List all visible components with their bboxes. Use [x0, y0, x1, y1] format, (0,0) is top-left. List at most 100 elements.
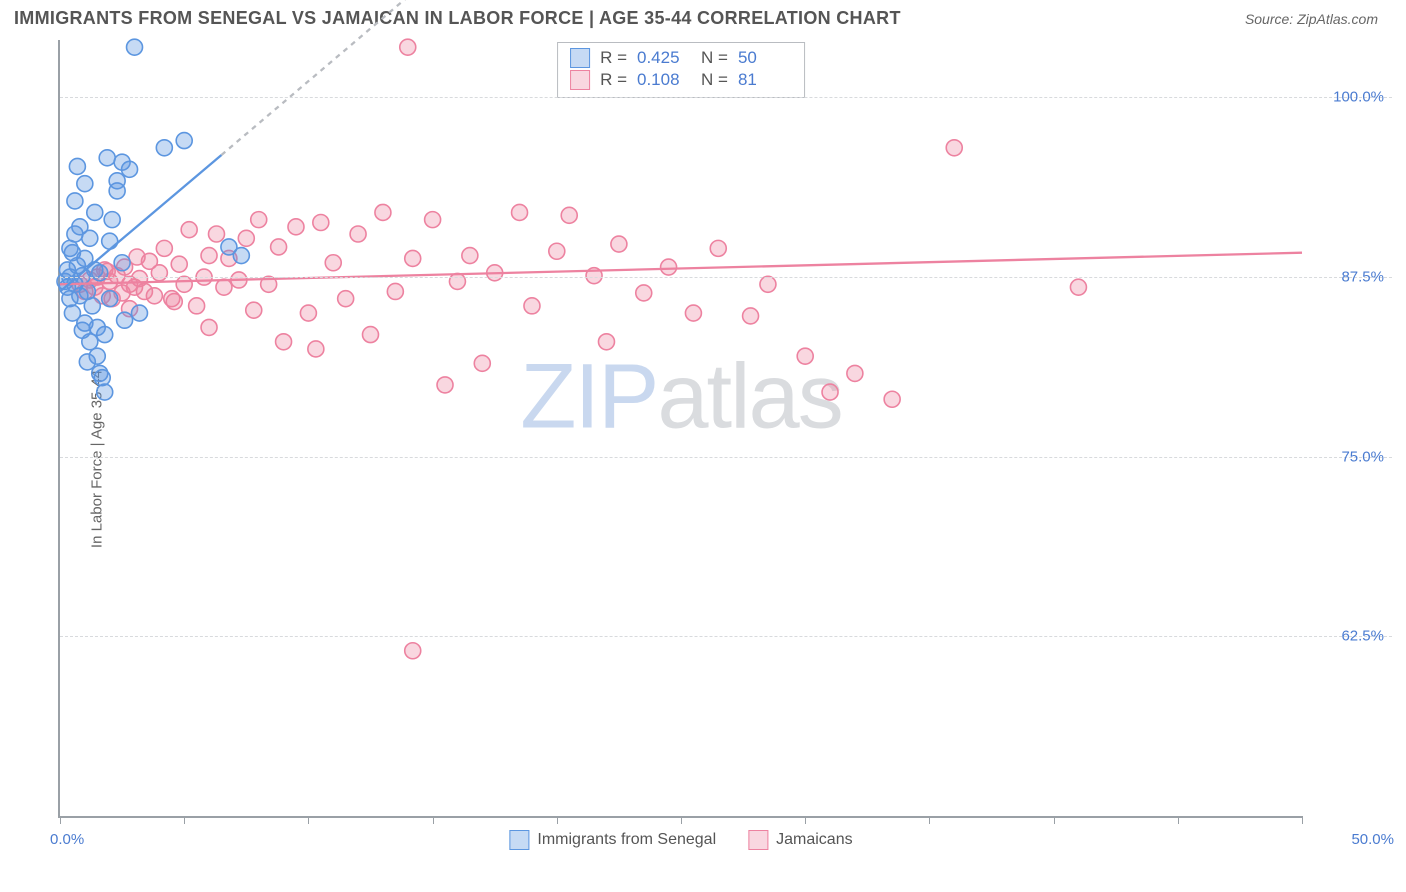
n-value-jamaican: 81 — [738, 70, 792, 90]
plot-svg — [60, 40, 1302, 816]
x-tick — [433, 816, 434, 824]
data-point — [156, 140, 172, 156]
x-tick — [805, 816, 806, 824]
y-tick-label: 87.5% — [1341, 269, 1384, 286]
y-tick-label: 100.0% — [1333, 89, 1384, 106]
data-point — [822, 384, 838, 400]
data-point — [661, 259, 677, 275]
data-point — [524, 298, 540, 314]
legend-stats-row-senegal: R = 0.425 N = 50 — [570, 47, 792, 69]
legend-series: Immigrants from Senegal Jamaicans — [509, 830, 852, 850]
data-point — [238, 230, 254, 246]
x-tick — [60, 816, 61, 824]
chart-title: IMMIGRANTS FROM SENEGAL VS JAMAICAN IN L… — [14, 8, 901, 29]
data-point — [743, 308, 759, 324]
r-value-jamaican: 0.108 — [637, 70, 691, 90]
swatch-jamaican — [570, 70, 590, 90]
data-point — [598, 334, 614, 350]
data-point — [363, 327, 379, 343]
data-point — [104, 212, 120, 228]
x-tick — [184, 816, 185, 824]
data-point — [67, 193, 83, 209]
data-point — [636, 285, 652, 301]
data-point — [79, 354, 95, 370]
x-tick — [308, 816, 309, 824]
data-point — [176, 276, 192, 292]
legend-stats: R = 0.425 N = 50 R = 0.108 N = 81 — [557, 42, 805, 98]
data-point — [251, 212, 267, 228]
data-point — [276, 334, 292, 350]
data-point — [375, 204, 391, 220]
x-tick — [1302, 816, 1303, 824]
data-point — [611, 236, 627, 252]
data-point — [288, 219, 304, 235]
plot-area: ZIPatlas R = 0.425 N = 50 R = 0.108 N = … — [58, 40, 1302, 818]
legend-item-jamaican: Jamaicans — [748, 830, 852, 850]
gridline — [60, 457, 1392, 458]
data-point — [62, 240, 78, 256]
r-value-senegal: 0.425 — [637, 48, 691, 68]
legend-stats-row-jamaican: R = 0.108 N = 81 — [570, 69, 792, 91]
data-point — [233, 248, 249, 264]
x-axis-min: 0.0% — [50, 831, 84, 848]
data-point — [512, 204, 528, 220]
data-point — [122, 161, 138, 177]
data-point — [449, 273, 465, 289]
data-point — [400, 39, 416, 55]
x-tick — [557, 816, 558, 824]
data-point — [246, 302, 262, 318]
swatch-jamaican-icon — [748, 830, 768, 850]
x-tick — [929, 816, 930, 824]
swatch-senegal — [570, 48, 590, 68]
data-point — [151, 265, 167, 281]
n-value-senegal: 50 — [738, 48, 792, 68]
data-point — [84, 298, 100, 314]
x-tick — [681, 816, 682, 824]
data-point — [216, 279, 232, 295]
data-point — [69, 158, 85, 174]
r-label: R = — [600, 70, 627, 90]
data-point — [201, 248, 217, 264]
legend-label-senegal: Immigrants from Senegal — [537, 831, 716, 849]
data-point — [156, 240, 172, 256]
data-point — [94, 370, 110, 386]
data-point — [308, 341, 324, 357]
data-point — [300, 305, 316, 321]
data-point — [99, 150, 115, 166]
data-point — [350, 226, 366, 242]
data-point — [797, 348, 813, 364]
data-point — [884, 391, 900, 407]
data-point — [437, 377, 453, 393]
data-point — [166, 294, 182, 310]
data-point — [208, 226, 224, 242]
data-point — [97, 327, 113, 343]
source-attribution: Source: ZipAtlas.com — [1245, 11, 1378, 27]
data-point — [189, 298, 205, 314]
chart-container: In Labor Force | Age 35-44 ZIPatlas R = … — [14, 40, 1392, 878]
r-label: R = — [600, 48, 627, 68]
data-point — [77, 176, 93, 192]
data-point — [271, 239, 287, 255]
swatch-senegal-icon — [509, 830, 529, 850]
data-point — [462, 248, 478, 264]
data-point — [82, 230, 98, 246]
data-point — [405, 643, 421, 659]
legend-label-jamaican: Jamaicans — [776, 831, 852, 849]
n-label: N = — [701, 70, 728, 90]
data-point — [201, 319, 217, 335]
data-point — [146, 288, 162, 304]
x-axis-max: 50.0% — [1351, 831, 1394, 848]
y-tick-label: 62.5% — [1341, 628, 1384, 645]
data-point — [685, 305, 701, 321]
data-point — [129, 249, 145, 265]
data-point — [325, 255, 341, 271]
data-point — [338, 291, 354, 307]
data-point — [92, 265, 108, 281]
data-point — [549, 243, 565, 259]
data-point — [102, 291, 118, 307]
data-point — [87, 204, 103, 220]
x-tick — [1054, 816, 1055, 824]
data-point — [561, 207, 577, 223]
data-point — [313, 215, 329, 231]
data-point — [387, 283, 403, 299]
